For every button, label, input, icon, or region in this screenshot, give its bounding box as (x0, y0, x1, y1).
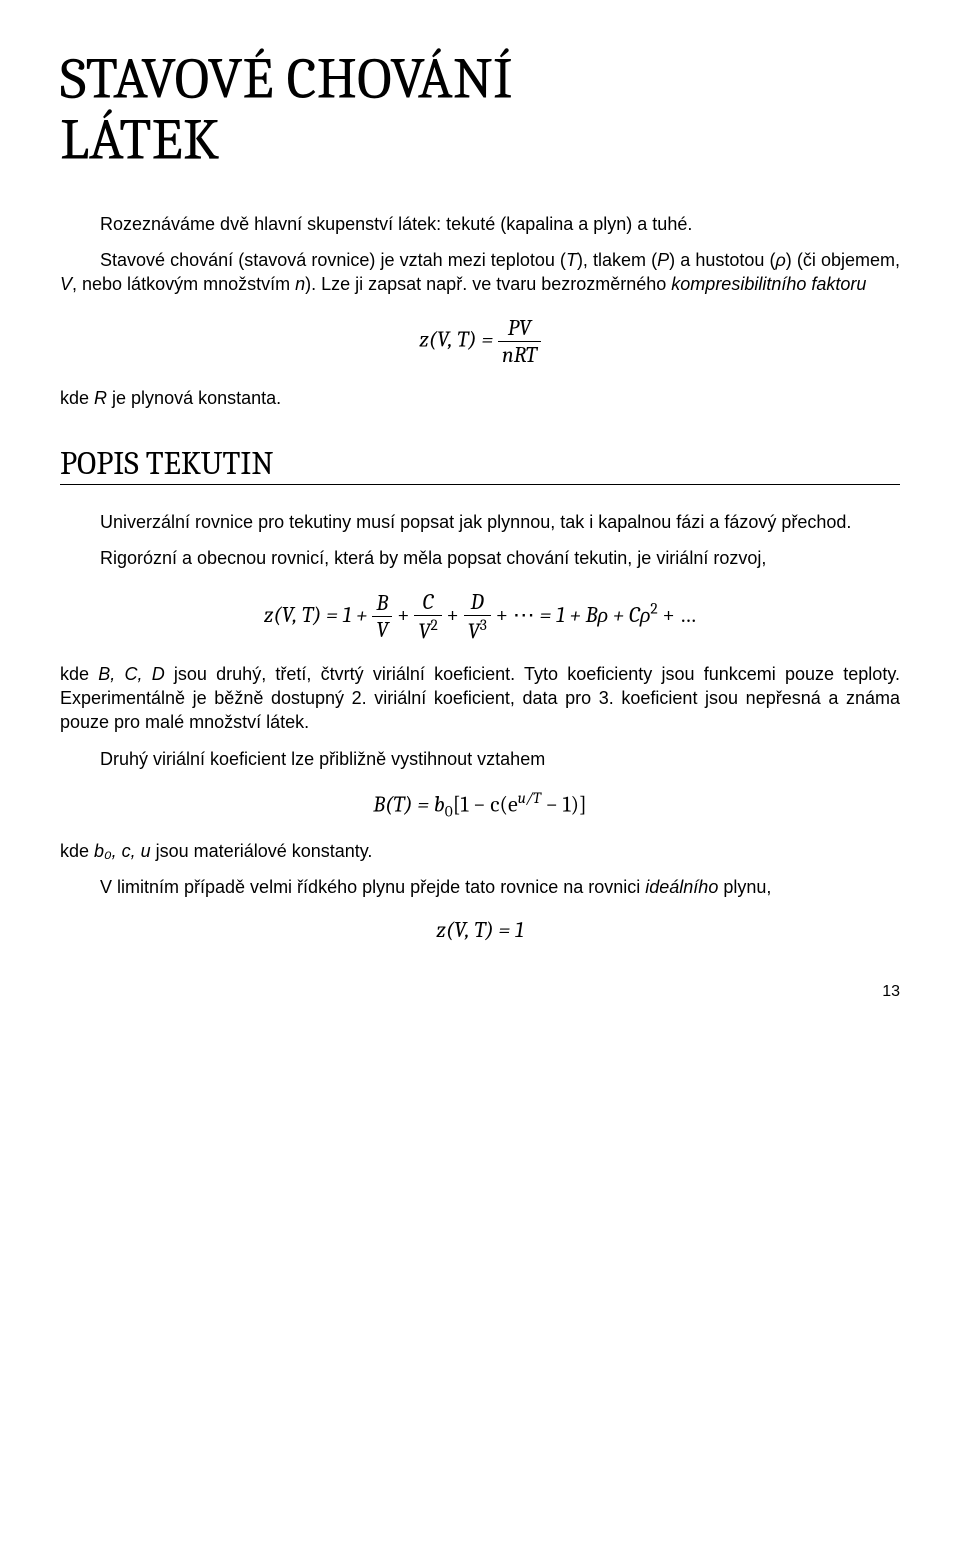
exponent: 3 (480, 616, 487, 634)
variable-V: V (60, 274, 72, 294)
eq-part: B(T) = b (373, 791, 445, 817)
ellipsis: + ⋯ (496, 601, 535, 627)
eq-num: D (471, 589, 484, 615)
subscript: 0 (445, 803, 453, 821)
fraction-C: C V2 (414, 589, 441, 644)
page-number: 13 (60, 983, 900, 1001)
text-run: kde (60, 841, 94, 861)
eq-den: V (376, 617, 388, 643)
italic-term: kompresibilitního faktoru (671, 274, 866, 294)
equation-virial-expansion: z(V, T) = 1 + B V + C V2 + D V3 + ⋯ = 1 … (60, 589, 900, 644)
text-run: kde (60, 388, 94, 408)
eq-numerator: PV (508, 315, 531, 341)
equation-ideal-gas: z(V, T) = 1 (60, 917, 900, 943)
page-title: STAVOVÉ CHOVÁNÍ LÁTEK (60, 50, 900, 172)
paragraph-second-virial: Druhý viriální koeficient lze přibližně … (60, 747, 900, 771)
variable-R: R (94, 388, 107, 408)
text-run: je plynová konstanta. (107, 388, 281, 408)
intro-paragraph-1: Rozeznáváme dvě hlavní skupenství látek:… (60, 212, 900, 236)
equation-BT: B(T) = b0[1 − c(eu/T − 1)] (60, 789, 900, 821)
plus-sign: + (397, 601, 409, 627)
text-run: V limitním případě velmi řídkého plynu p… (100, 877, 645, 897)
eq-num: C (423, 589, 434, 615)
text-run: kde (60, 664, 98, 684)
eq-lhs: z(V, T) = (419, 326, 493, 352)
text-run: ) a hustotou ( (669, 250, 775, 270)
fraction-D: D V3 (464, 589, 491, 644)
paragraph-material-constants: kde b₀, c, u jsou materiálové konstanty. (60, 839, 900, 863)
text-run: Stavové chování (stavová rovnice) je vzt… (100, 250, 566, 270)
text-run: plynu, (718, 877, 771, 897)
variables-BCD: B, C, D (98, 664, 164, 684)
text-run: ) (či objemem, (786, 250, 900, 270)
fraction-B: B V (372, 590, 392, 643)
italic-term: ideálního (645, 877, 718, 897)
paragraph-coefficients: kde B, C, D jsou druhý, třetí, čtvrtý vi… (60, 662, 900, 735)
eq-part: − 1)] (541, 791, 587, 817)
exponent: 2 (650, 599, 657, 617)
variable-T: T (566, 250, 577, 270)
exponent: u/T (518, 789, 541, 807)
paragraph-r-constant: kde R je plynová konstanta. (60, 386, 900, 410)
text-run: ), tlakem ( (577, 250, 657, 270)
text-run: jsou druhý, třetí, čtvrtý viriální koefi… (60, 664, 900, 733)
exponent: 2 (430, 616, 437, 634)
fraction: PV nRT (498, 315, 541, 368)
eq-den: V (418, 618, 430, 644)
variable-n: n (295, 274, 305, 294)
ellipsis: + … (658, 601, 696, 627)
eq-rhs: = 1 + Bρ + Cρ (540, 601, 651, 627)
paragraph-virial: Rigorózní a obecnou rovnicí, která by mě… (60, 546, 900, 570)
text-run: , nebo látkovým množstvím (72, 274, 295, 294)
plus-sign: + (447, 601, 459, 627)
title-line-2: LÁTEK (60, 107, 219, 174)
eq-denominator: nRT (502, 342, 537, 368)
eq-den: V (468, 618, 480, 644)
intro-paragraph-2: Stavové chování (stavová rovnice) je vzt… (60, 248, 900, 297)
paragraph-universal: Univerzální rovnice pro tekutiny musí po… (60, 510, 900, 534)
paragraph-ideal-gas: V limitním případě velmi řídkého plynu p… (60, 875, 900, 899)
title-line-1: STAVOVÉ CHOVÁNÍ (60, 46, 513, 113)
text-run: ). Lze ji zapsat např. ve tvaru bezrozmě… (305, 274, 671, 294)
variable-rho: ρ (775, 250, 785, 270)
eq-lhs: z(V, T) = 1 + (264, 601, 367, 627)
variables-b0cu: b₀, c, u (94, 841, 151, 861)
text-run: jsou materiálové konstanty. (151, 841, 373, 861)
equation-compressibility: z(V, T) = PV nRT (60, 315, 900, 368)
section-heading-tekutin: POPIS TEKUTIN (60, 445, 900, 485)
eq-body: z(V, T) = 1 (436, 917, 523, 943)
eq-part: [1 − c(e (453, 791, 518, 817)
variable-P: P (657, 250, 669, 270)
eq-num: B (376, 590, 388, 616)
